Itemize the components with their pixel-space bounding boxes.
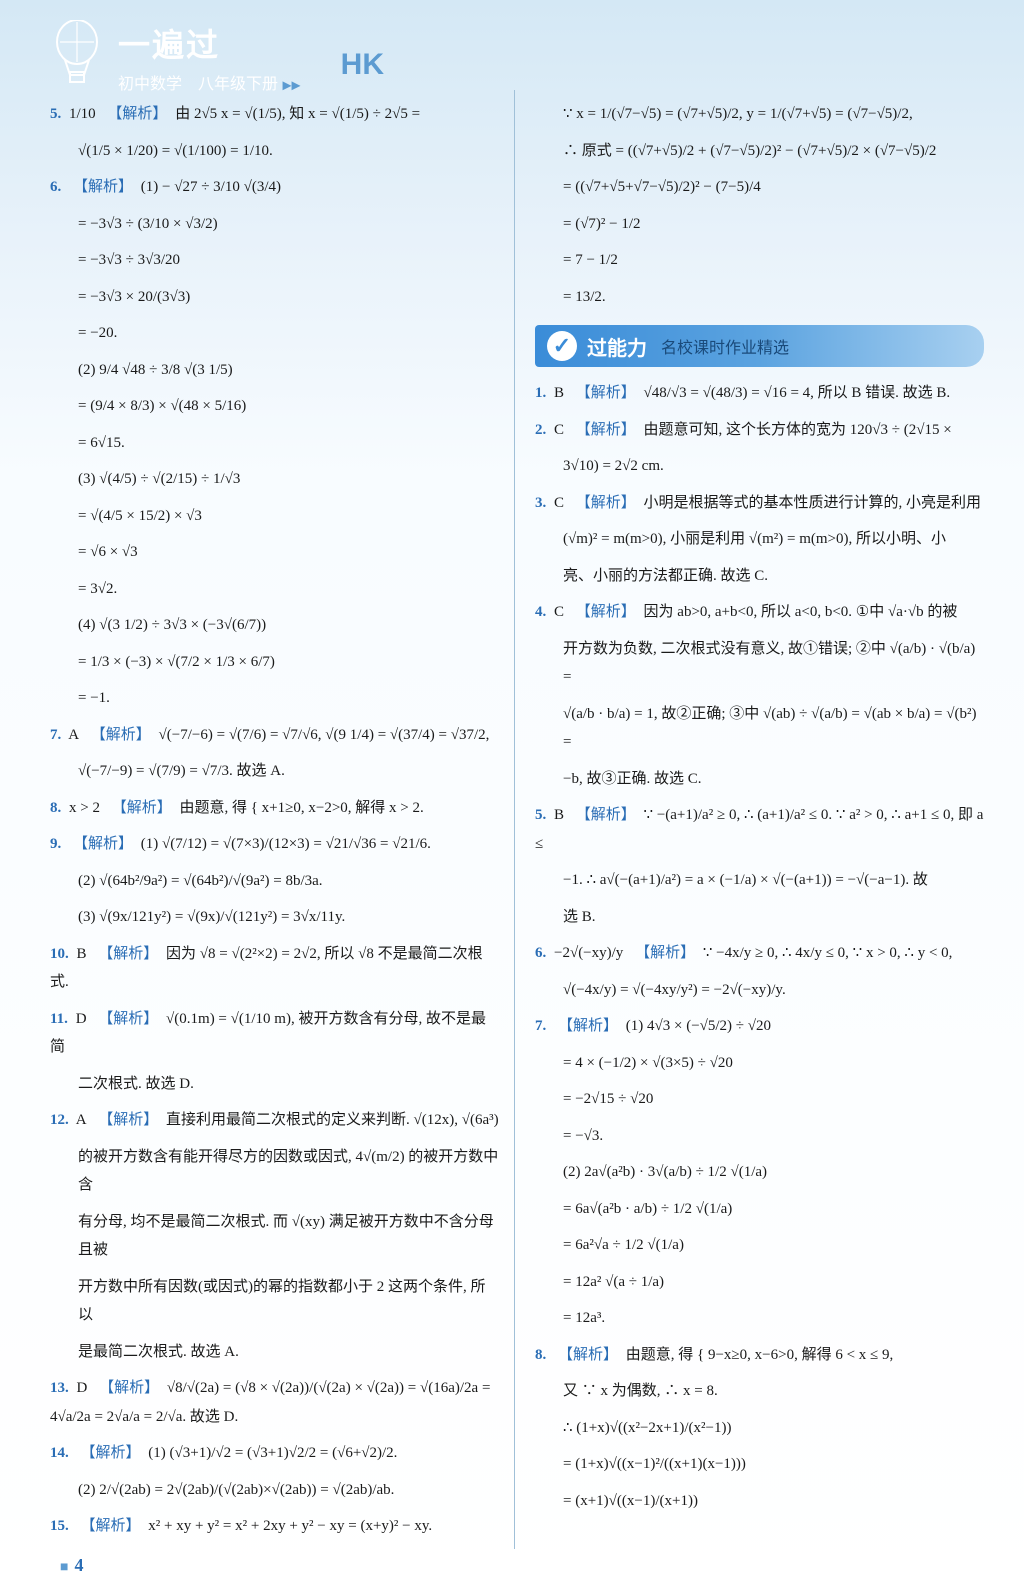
- rq8: 8. 【解析】 由题意, 得 { 9−x≥0, x−6>0, 解得 6 < x …: [535, 1341, 984, 1370]
- step: (2) 2/√(2ab) = 2√(2ab)/(√(2ab)×√(2ab)) =…: [50, 1476, 499, 1505]
- arrows-icon: ▸▸: [282, 74, 300, 94]
- step: 开方数中所有因数(或因式)的幂的指数都小于 2 这两个条件, 所以: [50, 1273, 499, 1330]
- balloon-icon: [50, 20, 104, 89]
- step: = (√7)² − 1/2: [535, 210, 984, 239]
- q7-cont: √(−7/−9) = √(7/9) = √7/3. 故选 A.: [50, 757, 499, 786]
- step: = 6a√(a²b · a/b) ÷ 1/2 √(1/a): [535, 1195, 984, 1224]
- right-column: ∵ x = 1/(√7−√5) = (√7+√5)/2, y = 1/(√7+√…: [514, 90, 984, 1549]
- step: ∴ 原式 = ((√7+√5)/2 + (√7−√5)/2)² − (√7+√5…: [535, 137, 984, 166]
- step: = −3√3 ÷ 3√3/20: [50, 246, 499, 275]
- step: −1. ∴ a√(−(a+1)/a²) = a × (−1/a) × √(−(a…: [535, 866, 984, 895]
- step: = −20.: [50, 319, 499, 348]
- step: 又 ∵ x 为偶数, ∴ x = 8.: [535, 1377, 984, 1406]
- step: = (9/4 × 8/3) × √(48 × 5/16): [50, 392, 499, 421]
- step: = 1/3 × (−3) × √(7/2 × 1/3 × 6/7): [50, 648, 499, 677]
- step: 3√10) = 2√2 cm.: [535, 452, 984, 481]
- rq6: 6. −2√(−xy)/y 【解析】 ∵ −4x/y ≥ 0, ∴ 4x/y ≤…: [535, 939, 984, 968]
- step: = √6 × √3: [50, 538, 499, 567]
- main-title: 一遍过: [118, 20, 301, 66]
- step: (2) √(64b²/9a²) = √(64b²)/√(9a²) = 8b/3a…: [50, 867, 499, 896]
- q12: 12. A 【解析】 直接利用最简二次根式的定义来判断. √(12x), √(6…: [50, 1106, 499, 1135]
- step: = 12a² √(a ÷ 1/a): [535, 1268, 984, 1297]
- page-number: 4: [60, 1555, 83, 1576]
- q11: 11. D 【解析】 √(0.1m) = √(1/10 m), 被开方数含有分母…: [50, 1005, 499, 1062]
- step: (4) √(3 1/2) ÷ 3√3 × (−3√(6/7)): [50, 611, 499, 640]
- step: (3) √(4/5) ÷ √(2/15) ÷ 1/√3: [50, 465, 499, 494]
- step: = −√3.: [535, 1122, 984, 1151]
- q11-cont: 二次根式. 故选 D.: [50, 1070, 499, 1099]
- step: = √(4/5 × 15/2) × √3: [50, 502, 499, 531]
- step: = 6√15.: [50, 429, 499, 458]
- q10: 10. B 【解析】 因为 √8 = √(2²×2) = 2√2, 所以 √8 …: [50, 940, 499, 997]
- q14: 14. 【解析】 (1) (√3+1)/√2 = (√3+1)√2/2 = (√…: [50, 1439, 499, 1468]
- rq7: 7. 【解析】 (1) 4√3 × (−√5/2) ÷ √20: [535, 1012, 984, 1041]
- q7: 7. A 【解析】 √(−7/−6) = √(7/6) = √7/√6, √(9…: [50, 721, 499, 750]
- rq4: 4. C 【解析】 因为 ab>0, a+b<0, 所以 a<0, b<0. ①…: [535, 598, 984, 627]
- step: 开方数为负数, 二次根式没有意义, 故①错误; ②中 √(a/b) · √(b/…: [535, 635, 984, 692]
- step: 是最简二次根式. 故选 A.: [50, 1338, 499, 1367]
- step: = (x+1)√((x−1)/(x+1)): [535, 1487, 984, 1516]
- step: = −3√3 ÷ (3/10 × √3/2): [50, 210, 499, 239]
- step: = −1.: [50, 684, 499, 713]
- step: = ((√7+√5+√7−√5)/2)² − (7−5)/4: [535, 173, 984, 202]
- page-header: 一遍过 初中数学 八年级下册 ▸▸ HK: [0, 0, 1024, 90]
- step: = 7 − 1/2: [535, 246, 984, 275]
- step: 有分母, 均不是最简二次根式. 而 √(xy) 满足被开方数中不含分母且被: [50, 1208, 499, 1265]
- rq5: 5. B 【解析】 ∵ −(a+1)/a² ≥ 0, ∴ (a+1)/a² ≤ …: [535, 801, 984, 858]
- q6: 6. 【解析】 (1) − √27 ÷ 3/10 √(3/4): [50, 173, 499, 202]
- step: = 3√2.: [50, 575, 499, 604]
- left-column: 5. 1/10 【解析】 由 2√5 x = √(1/5), 知 x = √(1…: [50, 90, 514, 1549]
- q15: 15. 【解析】 x² + xy + y² = x² + 2xy + y² − …: [50, 1512, 499, 1541]
- q13: 13. D 【解析】 √8/√(2a) = (√8 × √(2a))/(√(2a…: [50, 1374, 499, 1431]
- q5: 5. 1/10 【解析】 由 2√5 x = √(1/5), 知 x = √(1…: [50, 100, 499, 129]
- section-banner: ✓ 过能力 名校课时作业精选: [535, 325, 984, 367]
- step: ∴ (1+x)√((x²−2x+1)/(x²−1)): [535, 1414, 984, 1443]
- step: (2) 2a√(a²b) · 3√(a/b) ÷ 1/2 √(1/a): [535, 1158, 984, 1187]
- step: = 13/2.: [535, 283, 984, 312]
- step: = 12a³.: [535, 1304, 984, 1333]
- step: = −3√3 × 20/(3√3): [50, 283, 499, 312]
- rq3: 3. C 【解析】 小明是根据等式的基本性质进行计算的, 小亮是利用: [535, 489, 984, 518]
- q5-cont: √(1/5 × 1/20) = √(1/100) = 1/10.: [50, 137, 499, 166]
- step: (3) √(9x/121y²) = √(9x)/√(121y²) = 3√x/1…: [50, 903, 499, 932]
- title-block: 一遍过 初中数学 八年级下册 ▸▸: [118, 20, 301, 95]
- step: −b, 故③正确. 故选 C.: [535, 765, 984, 794]
- step: = 6a²√a ÷ 1/2 √(1/a): [535, 1231, 984, 1260]
- check-icon: ✓: [547, 331, 577, 361]
- step: √(−4x/y) = √(−4xy/y²) = −2√(−xy)/y.: [535, 976, 984, 1005]
- step: √(a/b · b/a) = 1, 故②正确; ③中 √(ab) ÷ √(a/b…: [535, 700, 984, 757]
- step: ∵ x = 1/(√7−√5) = (√7+√5)/2, y = 1/(√7+√…: [535, 100, 984, 129]
- step: (2) 9/4 √48 ÷ 3/8 √(3 1/5): [50, 356, 499, 385]
- step: (√m)² = m(m>0), 小丽是利用 √(m²) = m(m>0), 所以…: [535, 525, 984, 554]
- step: = (1+x)√((x−1)²/((x+1)(x−1))): [535, 1450, 984, 1479]
- q9: 9. 【解析】 (1) √(7/12) = √(7×3)/(12×3) = √2…: [50, 830, 499, 859]
- step: 亮、小丽的方法都正确. 故选 C.: [535, 562, 984, 591]
- banner-sub: 名校课时作业精选: [661, 334, 789, 358]
- banner-title: 过能力: [587, 332, 647, 361]
- q8: 8. x > 2 【解析】 由题意, 得 { x+1≥0, x−2>0, 解得 …: [50, 794, 499, 823]
- rq2: 2. C 【解析】 由题意可知, 这个长方体的宽为 120√3 ÷ (2√15 …: [535, 416, 984, 445]
- step: 选 B.: [535, 903, 984, 932]
- content-area: 5. 1/10 【解析】 由 2√5 x = √(1/5), 知 x = √(1…: [0, 90, 1024, 1549]
- series-code: HK: [341, 48, 384, 82]
- rq1: 1. B 【解析】 √48/√3 = √(48/3) = √16 = 4, 所以…: [535, 379, 984, 408]
- step: 的被开方数含有能开得尽方的因数或因式, 4√(m/2) 的被开方数中含: [50, 1143, 499, 1200]
- sub-title: 初中数学 八年级下册 ▸▸: [118, 70, 301, 95]
- step: = −2√15 ÷ √20: [535, 1085, 984, 1114]
- step: = 4 × (−1/2) × √(3×5) ÷ √20: [535, 1049, 984, 1078]
